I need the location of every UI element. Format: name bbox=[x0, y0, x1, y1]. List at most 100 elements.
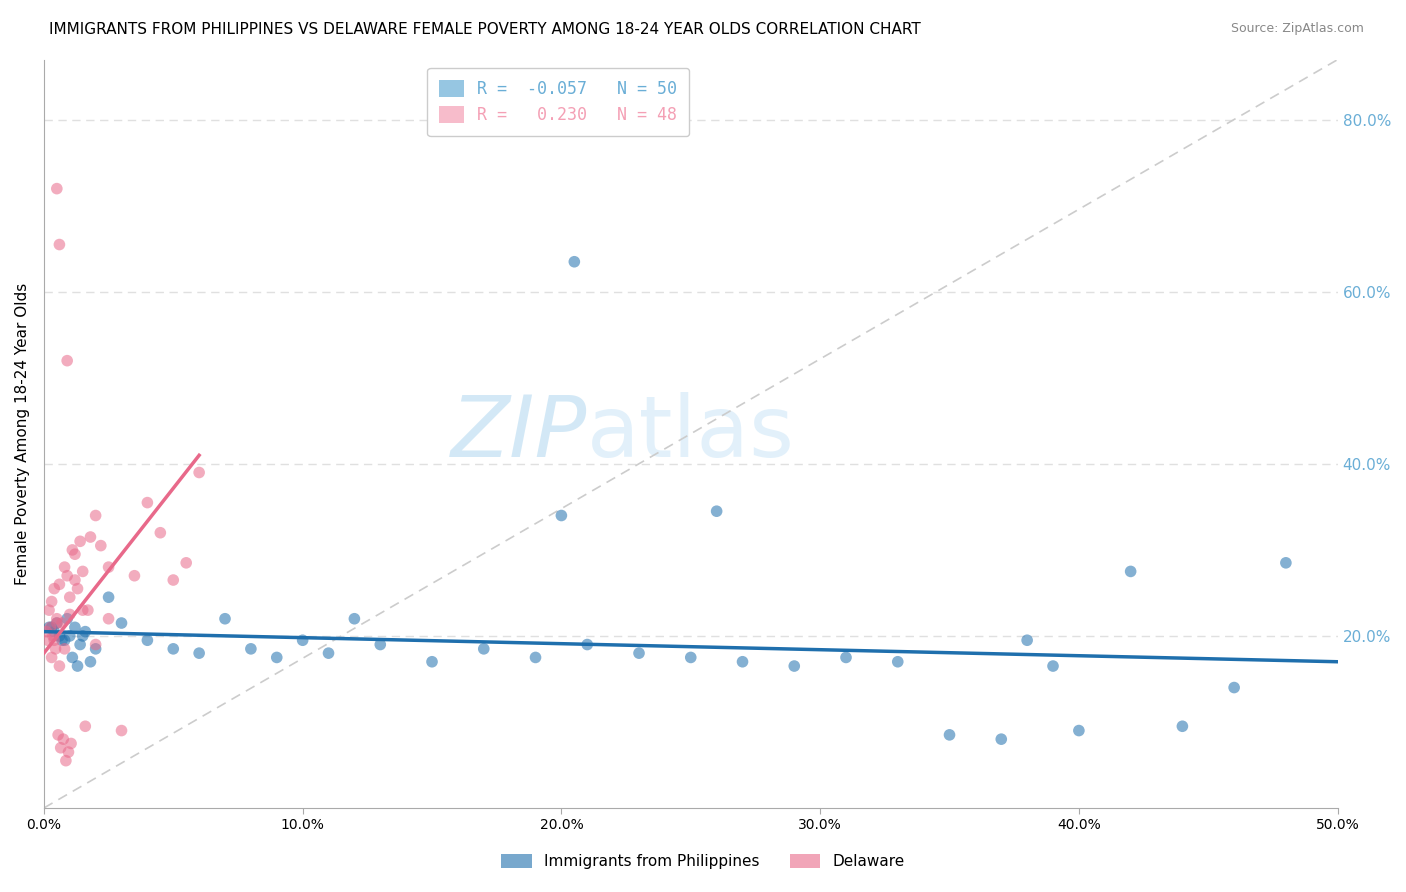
Point bbox=[550, 508, 572, 523]
Point bbox=[239, 641, 262, 656]
Point bbox=[562, 254, 585, 268]
Point bbox=[41, 594, 63, 608]
Point bbox=[84, 638, 107, 652]
Point bbox=[59, 629, 82, 643]
Point bbox=[174, 556, 197, 570]
Point bbox=[44, 582, 66, 596]
Text: ZIP: ZIP bbox=[451, 392, 588, 475]
Point bbox=[60, 650, 83, 665]
Point bbox=[48, 237, 70, 252]
Point bbox=[214, 612, 236, 626]
Point bbox=[1275, 556, 1298, 570]
Point bbox=[42, 629, 65, 643]
Point bbox=[35, 624, 58, 639]
Point bbox=[887, 655, 910, 669]
Point bbox=[44, 641, 66, 656]
Point bbox=[75, 624, 97, 639]
Point bbox=[136, 495, 159, 509]
Point bbox=[69, 638, 91, 652]
Text: IMMIGRANTS FROM PHILIPPINES VS DELAWARE FEMALE POVERTY AMONG 18-24 YEAR OLDS COR: IMMIGRANTS FROM PHILIPPINES VS DELAWARE … bbox=[49, 22, 921, 37]
Point bbox=[72, 565, 94, 579]
Point bbox=[124, 568, 146, 582]
Point bbox=[45, 612, 67, 626]
Point bbox=[1017, 633, 1039, 648]
Point bbox=[60, 736, 83, 750]
Point bbox=[1223, 681, 1246, 695]
Point bbox=[63, 573, 86, 587]
Point bbox=[45, 615, 67, 630]
Point bbox=[53, 633, 76, 648]
Point bbox=[59, 607, 82, 622]
Point bbox=[84, 508, 107, 523]
Point bbox=[45, 615, 67, 630]
Point bbox=[627, 646, 650, 660]
Text: Source: ZipAtlas.com: Source: ZipAtlas.com bbox=[1230, 22, 1364, 36]
Point bbox=[368, 638, 391, 652]
Point bbox=[188, 466, 211, 480]
Point bbox=[990, 732, 1012, 747]
Point bbox=[58, 745, 80, 759]
Point bbox=[63, 547, 86, 561]
Point bbox=[938, 728, 960, 742]
Point bbox=[53, 641, 76, 656]
Point bbox=[66, 659, 89, 673]
Point bbox=[97, 591, 120, 605]
Point bbox=[37, 633, 59, 648]
Point bbox=[44, 624, 66, 639]
Point bbox=[51, 615, 73, 630]
Point bbox=[53, 560, 76, 574]
Point bbox=[56, 612, 79, 626]
Point bbox=[48, 659, 70, 673]
Y-axis label: Female Poverty Among 18-24 Year Olds: Female Poverty Among 18-24 Year Olds bbox=[15, 283, 30, 585]
Point bbox=[110, 723, 132, 738]
Point bbox=[1067, 723, 1090, 738]
Point bbox=[783, 659, 806, 673]
Point bbox=[136, 633, 159, 648]
Point bbox=[72, 629, 94, 643]
Point bbox=[706, 504, 728, 518]
Point bbox=[39, 620, 62, 634]
Point bbox=[731, 655, 754, 669]
Point bbox=[576, 638, 599, 652]
Point bbox=[149, 525, 172, 540]
Point bbox=[420, 655, 443, 669]
Point bbox=[55, 754, 77, 768]
Point bbox=[52, 732, 75, 747]
Text: atlas: atlas bbox=[588, 392, 796, 475]
Point bbox=[77, 603, 100, 617]
Point bbox=[524, 650, 547, 665]
Point bbox=[48, 629, 70, 643]
Point bbox=[84, 641, 107, 656]
Point bbox=[79, 530, 101, 544]
Point bbox=[1119, 565, 1142, 579]
Point bbox=[69, 534, 91, 549]
Point bbox=[56, 353, 79, 368]
Point bbox=[63, 620, 86, 634]
Point bbox=[472, 641, 495, 656]
Point bbox=[45, 181, 67, 195]
Point bbox=[44, 633, 66, 648]
Point bbox=[51, 633, 73, 648]
Point bbox=[59, 591, 82, 605]
Point bbox=[162, 573, 184, 587]
Point bbox=[66, 582, 89, 596]
Legend: Immigrants from Philippines, Delaware: Immigrants from Philippines, Delaware bbox=[495, 848, 911, 875]
Point bbox=[291, 633, 314, 648]
Point bbox=[48, 577, 70, 591]
Point bbox=[72, 603, 94, 617]
Point bbox=[318, 646, 340, 660]
Point bbox=[38, 620, 60, 634]
Point bbox=[679, 650, 702, 665]
Point bbox=[97, 612, 120, 626]
Point bbox=[110, 615, 132, 630]
Point bbox=[49, 740, 72, 755]
Point bbox=[60, 543, 83, 558]
Point bbox=[46, 728, 69, 742]
Point bbox=[835, 650, 858, 665]
Point bbox=[266, 650, 288, 665]
Legend: R =  -0.057   N = 50, R =   0.230   N = 48: R = -0.057 N = 50, R = 0.230 N = 48 bbox=[427, 68, 689, 136]
Point bbox=[41, 620, 63, 634]
Point bbox=[90, 539, 112, 553]
Point bbox=[56, 568, 79, 582]
Point bbox=[97, 560, 120, 574]
